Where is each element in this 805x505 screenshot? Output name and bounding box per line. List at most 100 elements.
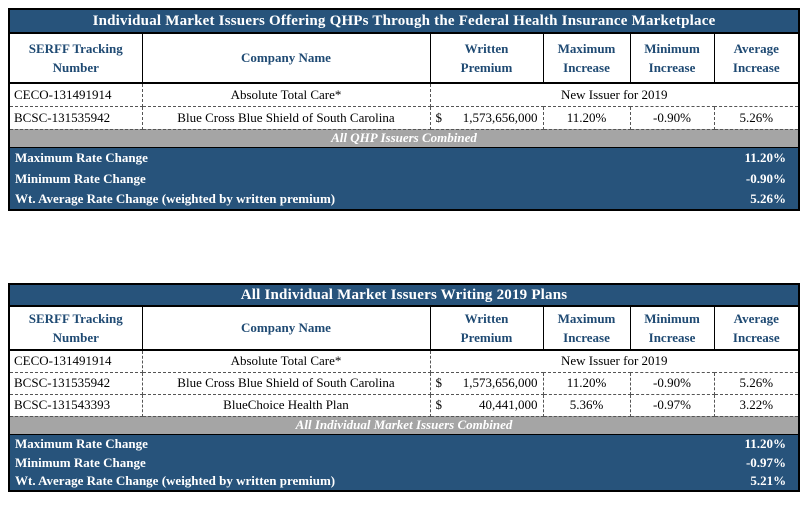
summary-wrap: Minimum Rate Change -0.97%: [10, 455, 798, 471]
table-row: CECO-131491914 Absolute Total Care* New …: [8, 349, 800, 373]
header-line: Average: [733, 310, 779, 326]
written-premium-cell: $ 40,441,000: [429, 393, 544, 417]
header-average-increase: Average Increase: [713, 305, 800, 351]
header-average-increase: Average Increase: [713, 32, 800, 84]
summary-value: 5.21%: [750, 473, 787, 488]
new-issuer-cell: New Issuer for 2019: [429, 82, 800, 107]
currency-symbol: $: [435, 109, 443, 125]
header-line: Written: [464, 40, 509, 56]
header-line: Minimum: [644, 310, 700, 326]
header-minimum-increase: Minimum Increase: [629, 305, 715, 351]
all-individual-market-table: All Individual Market Issuers Writing 20…: [8, 283, 801, 492]
header-line: Increase: [732, 60, 780, 75]
table2-title-row: All Individual Market Issuers Writing 20…: [9, 284, 800, 307]
summary-value: 5.26%: [750, 191, 786, 206]
summary-row: Minimum Rate Change -0.90%: [9, 168, 799, 189]
premium-amount: 1,573,656,000: [462, 109, 538, 125]
summary-label: Maximum Rate Change: [15, 149, 148, 165]
written-premium-cell: $ 1,573,656,000: [429, 371, 544, 395]
avg-increase-cell: 3.22%: [713, 393, 800, 417]
header-written-premium: Written Premium: [429, 32, 544, 84]
min-increase-cell: -0.90%: [629, 105, 715, 130]
header-line: Increase: [648, 60, 696, 75]
header-line: SERFF Tracking: [28, 40, 123, 56]
table-row: CECO-131491914 Absolute Total Care* New …: [8, 82, 800, 107]
company-cell: Blue Cross Blue Shield of South Carolina: [141, 105, 431, 130]
summary-wrap: Minimum Rate Change -0.90%: [10, 171, 798, 187]
serff-cell: BCSC-131535942: [8, 371, 143, 395]
header-company-name: Company Name: [141, 32, 431, 84]
header-written-premium: Written Premium: [429, 305, 544, 351]
table1-combined-band: All QHP Issuers Combined: [9, 128, 799, 148]
header-line: Maximum: [557, 40, 616, 56]
company-cell: BlueChoice Health Plan: [141, 393, 431, 417]
max-increase-cell: 11.20%: [542, 105, 631, 130]
company-cell: Absolute Total Care*: [141, 82, 431, 107]
header-serff-tracking-number: SERFF Tracking Number: [8, 32, 143, 84]
summary-value: -0.97%: [745, 454, 787, 470]
accounting-format: $ 1,573,656,000: [436, 375, 538, 391]
summary-value: -0.90%: [745, 170, 786, 186]
premium-amount: 1,573,656,000: [462, 375, 538, 390]
header-minimum-increase: Minimum Increase: [629, 32, 715, 84]
new-issuer-cell: New Issuer for 2019: [429, 349, 800, 373]
header-line: Premium: [460, 60, 513, 75]
qhp-marketplace-table: Individual Market Issuers Offering QHPs …: [8, 8, 800, 211]
header-line: Maximum: [557, 310, 616, 326]
summary-wrap: Maximum Rate Change 11.20%: [10, 436, 798, 452]
summary-row: Minimum Rate Change -0.97%: [9, 453, 800, 472]
summary-value: 11.20%: [744, 149, 786, 165]
avg-increase-cell: 5.26%: [713, 371, 800, 395]
summary-row: Maximum Rate Change 11.20%: [9, 147, 799, 168]
header-line: Minimum: [644, 40, 700, 56]
currency-symbol: $: [435, 375, 443, 390]
header-company-name: Company Name: [141, 305, 431, 351]
summary-wrap: Wt. Average Rate Change (weighted by wri…: [10, 191, 798, 207]
max-increase-cell: 11.20%: [542, 371, 631, 395]
header-maximum-increase: Maximum Increase: [542, 32, 631, 84]
table-row: BCSC-131535942 Blue Cross Blue Shield of…: [8, 371, 800, 395]
company-cell: Blue Cross Blue Shield of South Carolina: [141, 371, 431, 395]
serff-cell: BCSC-131543393: [8, 393, 143, 417]
summary-label: Maximum Rate Change: [15, 435, 148, 451]
header-maximum-increase: Maximum Increase: [542, 305, 631, 351]
header-line: Premium: [460, 330, 513, 345]
header-line: SERFF Tracking: [28, 310, 123, 326]
summary-label: Wt. Average Rate Change (weighted by wri…: [15, 191, 336, 206]
header-line: Increase: [648, 330, 696, 345]
summary-label: Minimum Rate Change: [15, 170, 146, 186]
table-row: BCSC-131543393 BlueChoice Health Plan $ …: [8, 393, 800, 417]
company-cell: Absolute Total Care*: [141, 349, 431, 373]
header-line: Increase: [563, 330, 610, 345]
table1-header-row: SERFF Tracking Number Company Name Writt…: [8, 32, 800, 84]
serff-cell: BCSC-131535942: [8, 105, 143, 130]
min-increase-cell: -0.90%: [629, 371, 715, 395]
header-line: Written: [464, 310, 509, 326]
summary-wrap: Wt. Average Rate Change (weighted by wri…: [10, 473, 798, 489]
summary-label: Minimum Rate Change: [15, 454, 146, 470]
band-label: All Individual Market Issuers Combined: [9, 415, 800, 435]
header-line: Increase: [732, 330, 780, 345]
summary-row: Wt. Average Rate Change (weighted by wri…: [9, 472, 800, 491]
table1-title: Individual Market Issuers Offering QHPs …: [9, 9, 799, 34]
header-line: Increase: [563, 60, 610, 75]
table2-title: All Individual Market Issuers Writing 20…: [9, 284, 800, 307]
summary-value: 11.20%: [744, 435, 787, 451]
summary-row: Maximum Rate Change 11.20%: [9, 434, 800, 453]
serff-cell: CECO-131491914: [8, 349, 143, 373]
table-row: BCSC-131535942 Blue Cross Blue Shield of…: [8, 105, 800, 130]
written-premium-cell: $ 1,573,656,000: [429, 105, 544, 130]
table2-header-row: SERFF Tracking Number Company Name Writt…: [8, 305, 800, 351]
header-line: Number: [52, 60, 99, 75]
band-label: All QHP Issuers Combined: [9, 128, 799, 148]
accounting-format: $ 1,573,656,000: [436, 110, 538, 126]
min-increase-cell: -0.97%: [629, 393, 715, 417]
header-line: Number: [52, 330, 99, 345]
header-line: Average: [733, 40, 779, 56]
premium-amount: 40,441,000: [479, 397, 538, 412]
currency-symbol: $: [435, 397, 443, 412]
avg-increase-cell: 5.26%: [713, 105, 800, 130]
summary-wrap: Maximum Rate Change 11.20%: [10, 150, 798, 166]
accounting-format: $ 40,441,000: [436, 397, 538, 413]
table1-title-row: Individual Market Issuers Offering QHPs …: [9, 9, 799, 34]
